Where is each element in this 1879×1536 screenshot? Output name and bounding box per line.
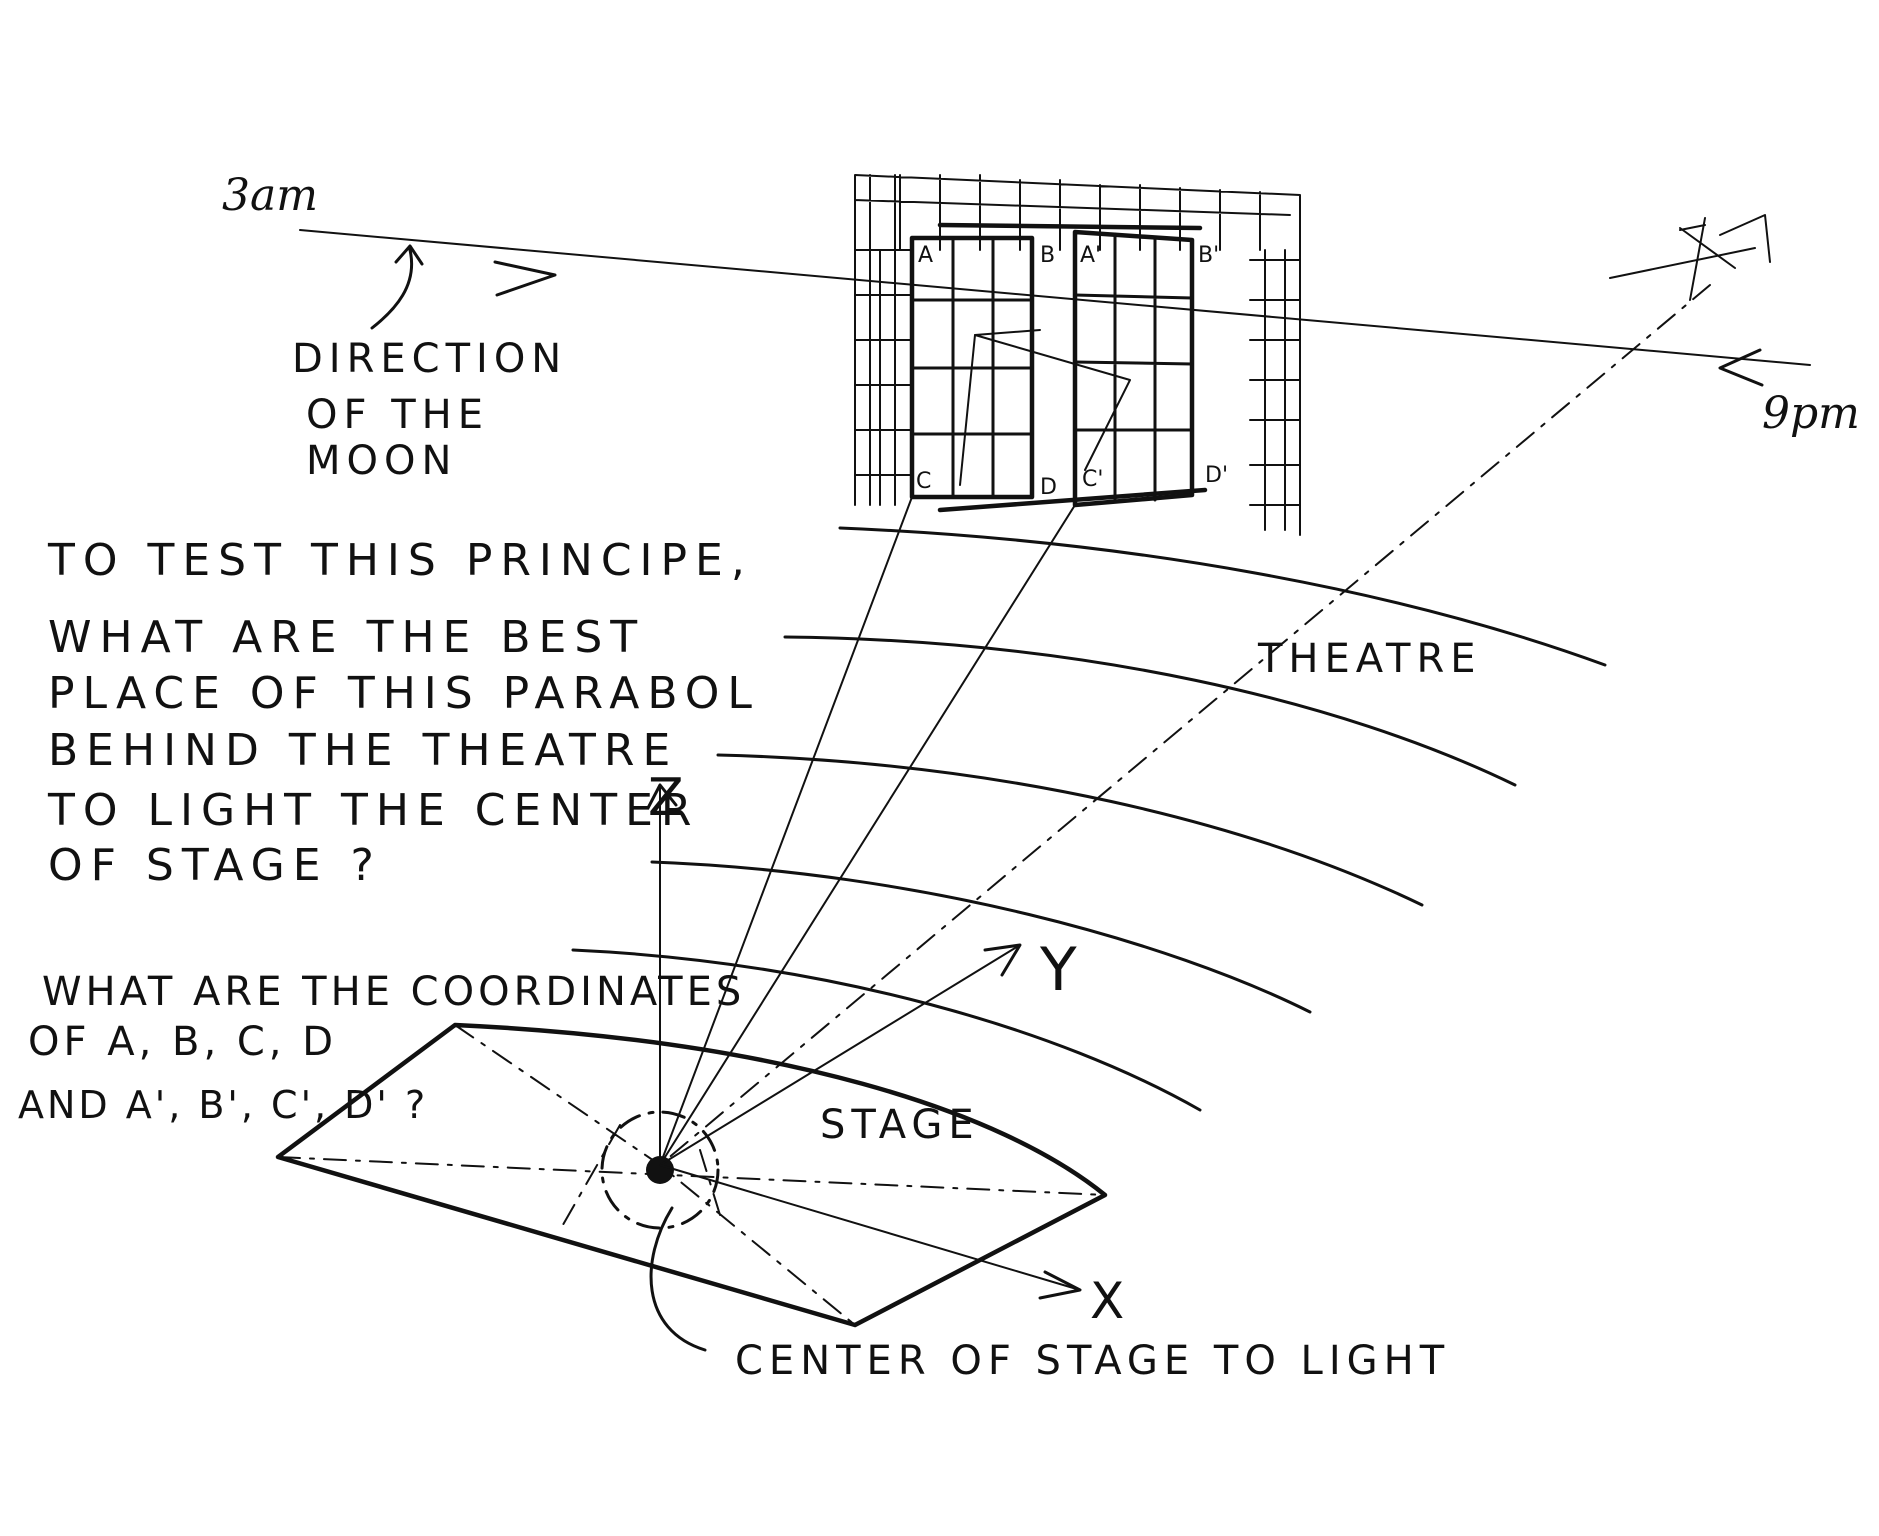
z-arrow-icon (646, 783, 678, 810)
axis-x: X (1090, 1272, 1124, 1330)
x-arrow-icon (1038, 1270, 1082, 1300)
moon-path (299, 229, 1811, 387)
question-2-line-1: WHAT ARE THE COORDINATES (42, 969, 745, 1015)
moon-note-line-3: MOON (306, 438, 457, 484)
stage-label: STAGE (820, 1102, 980, 1148)
y-arrow-icon (983, 943, 1022, 977)
moon-icon (1609, 214, 1771, 301)
point-b: B (1040, 243, 1055, 268)
moon-direction-arrow-icon (493, 260, 557, 297)
light-rays (659, 284, 1711, 1166)
question-1-line-6: OF STAGE ? (48, 840, 382, 891)
building-grid (854, 174, 1301, 536)
point-labels: A B A' B' C D C' D' (916, 243, 1228, 500)
question-1-line-4: BEHIND THE THEATRE (48, 725, 678, 776)
moon-note: DIRECTION OF THE MOON (292, 336, 567, 484)
moon-direction-arrow-icon-2 (1718, 348, 1764, 387)
moon-note-line-2: OF THE (306, 392, 489, 438)
pointer-arrow-icon (370, 244, 424, 330)
point-c: C (916, 469, 931, 494)
question-1-line-2: WHAT ARE THE BEST (48, 612, 645, 663)
label-9pm: 9pm (1762, 388, 1860, 439)
point-a: A (918, 243, 933, 268)
point-d2: D' (1205, 463, 1228, 488)
point-a2: A' (1080, 243, 1101, 268)
theatre-rows (571, 526, 1607, 1112)
question-1-line-3: PLACE OF THIS PARABOL (48, 668, 760, 719)
center-pointer-icon (649, 1206, 707, 1352)
question-2-line-3: AND A', B', C', D' ? (18, 1083, 428, 1127)
question-2: WHAT ARE THE COORDINATES OF A, B, C, D A… (18, 969, 745, 1127)
axis-z: Z (648, 768, 684, 828)
question-2-line-2: OF A, B, C, D (28, 1019, 337, 1065)
point-b2: B' (1198, 243, 1219, 268)
question-1: TO TEST THIS PRINCIPE, WHAT ARE THE BEST… (47, 535, 760, 891)
question-1-line-1: TO TEST THIS PRINCIPE, (47, 535, 753, 586)
axis-y: Y (1039, 935, 1077, 1005)
parabol-panels (909, 222, 1208, 513)
moon-note-line-1: DIRECTION (292, 336, 567, 382)
question-1-line-5: TO LIGHT THE CENTER (47, 785, 699, 836)
axes (646, 783, 1082, 1300)
point-c2: C' (1082, 467, 1103, 492)
center-label: CENTER OF STAGE TO LIGHT (735, 1338, 1450, 1384)
label-3am: 3am (222, 170, 318, 221)
point-d: D (1040, 475, 1057, 500)
theatre-label: THEATRE (1257, 636, 1482, 682)
stage-center-dot (646, 1156, 674, 1184)
